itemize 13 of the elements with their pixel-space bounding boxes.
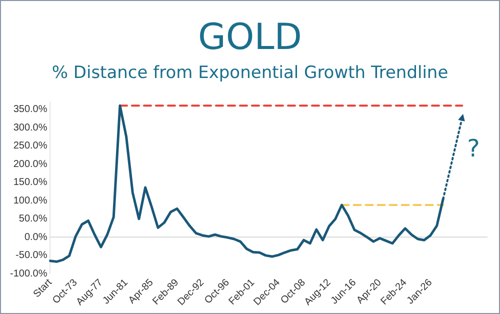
annotation: ? xyxy=(467,134,480,162)
y-tick-label: -50.0% xyxy=(16,250,48,262)
y-tick-label: -100.0% xyxy=(10,268,48,280)
y-tick-label: 200.0% xyxy=(13,158,48,170)
y-tick-label: 50.0% xyxy=(18,214,48,225)
chart-subtitle: % Distance from Exponential Growth Trendline xyxy=(50,63,450,83)
y-tick-label: 350.0% xyxy=(13,104,48,116)
y-tick-label: 250.0% xyxy=(13,140,48,152)
y-tick-label: 300.0% xyxy=(13,122,48,134)
chart-title: GOLD xyxy=(196,17,303,58)
y-tick-label: 150.0% xyxy=(13,177,48,188)
y-tick-label: 100.0% xyxy=(13,195,48,206)
y-tick-label: 0.0% xyxy=(24,232,48,243)
